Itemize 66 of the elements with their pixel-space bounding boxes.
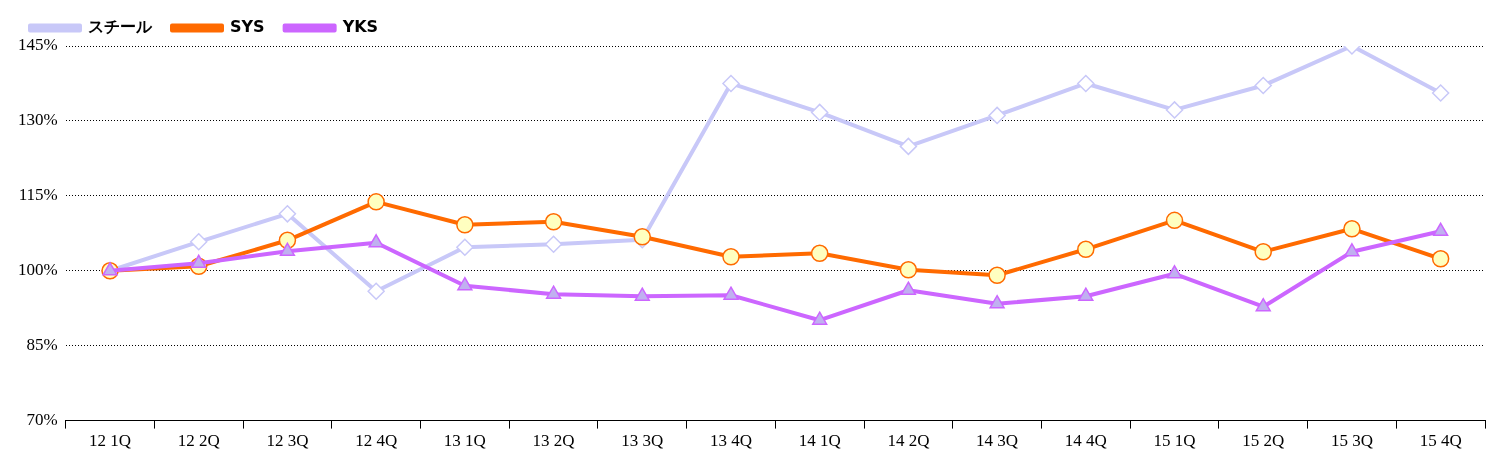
point [722, 248, 740, 266]
x-tick-label: 13 3Q [621, 431, 664, 451]
legend-label: スチール [88, 17, 153, 37]
x-tick-label: 14 2Q [887, 431, 930, 451]
point [1166, 265, 1183, 279]
point [988, 266, 1006, 285]
point [456, 216, 474, 234]
point [1431, 84, 1450, 102]
point [1344, 243, 1360, 257]
x-tick-label: 14 4Q [1064, 431, 1107, 451]
y-tick-label: 70% [26, 410, 58, 430]
point [191, 254, 207, 269]
point [1254, 76, 1272, 95]
point [544, 213, 563, 231]
point [634, 287, 650, 301]
legend-label: SYS [230, 17, 265, 37]
point [1431, 250, 1450, 268]
point [456, 238, 474, 257]
x-tick-label: 15 4Q [1419, 431, 1462, 451]
point [722, 74, 740, 93]
y-tick-label: 115% [18, 185, 58, 205]
x-tick-label: 15 1Q [1153, 431, 1196, 451]
y-tick-label: 145% [17, 35, 58, 55]
y-tick-label: 85% [26, 335, 58, 355]
point [899, 261, 918, 279]
point [1077, 240, 1095, 259]
point [1078, 287, 1094, 301]
point [278, 205, 297, 223]
point [545, 285, 562, 299]
point [1432, 222, 1449, 237]
point [1077, 74, 1095, 93]
point [810, 103, 829, 122]
point [723, 286, 739, 300]
point [1165, 101, 1184, 119]
point [368, 234, 384, 248]
y-tick-label: 100% [17, 260, 58, 280]
x-tick-label: 13 4Q [709, 431, 752, 451]
point [367, 282, 385, 300]
point [988, 106, 1006, 125]
legend-label: YKS [341, 17, 379, 37]
x-tick-label: 15 3Q [1330, 431, 1373, 451]
point [899, 137, 918, 156]
y-tick-label: 130% [17, 110, 58, 130]
point [1165, 211, 1184, 230]
point [812, 311, 828, 325]
x-tick-label: 12 3Q [266, 431, 309, 451]
point [189, 233, 208, 251]
point [989, 294, 1005, 309]
point [1343, 220, 1361, 238]
x-tick-label: 14 1Q [798, 431, 841, 451]
point [900, 281, 917, 295]
x-tick-label: 13 2Q [532, 431, 575, 451]
point [1255, 297, 1271, 312]
point [544, 235, 563, 254]
point [279, 242, 296, 257]
point [367, 193, 385, 211]
x-tick-label: 14 3Q [976, 431, 1019, 451]
point [1254, 243, 1272, 261]
x-tick-label: 15 2Q [1242, 431, 1285, 451]
x-tick-label: 12 1Q [89, 431, 132, 451]
x-tick-label: 12 2Q [177, 431, 220, 451]
x-tick-label: 12 4Q [355, 431, 398, 451]
point [457, 276, 473, 291]
x-tick-label: 13 1Q [443, 431, 486, 451]
point [102, 262, 118, 276]
point [810, 244, 829, 263]
